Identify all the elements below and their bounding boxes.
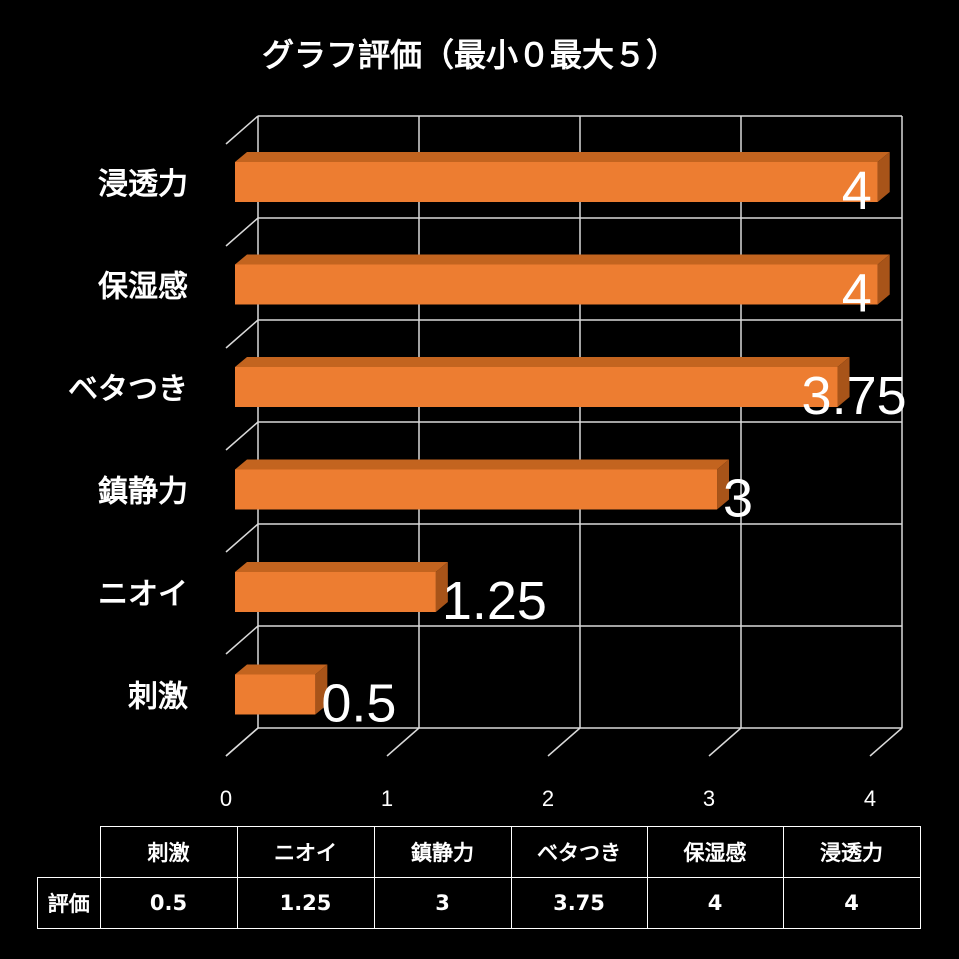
category-label: ニオイ xyxy=(98,577,188,612)
table-header: 保湿感 xyxy=(646,826,784,878)
gridline-depth xyxy=(225,115,259,145)
category-label: 浸透力 xyxy=(98,167,188,202)
bar-side xyxy=(435,562,448,612)
bar xyxy=(235,162,878,202)
bar-top xyxy=(235,357,850,367)
data-label: 4 xyxy=(842,264,872,324)
data-label: 4 xyxy=(842,161,872,221)
bar-side xyxy=(877,254,890,305)
category-label: 刺激 xyxy=(128,680,188,715)
data-label: 3 xyxy=(723,469,753,529)
bar-side xyxy=(717,459,730,510)
gridline-depth xyxy=(225,421,259,451)
bar xyxy=(235,367,838,407)
bar-side xyxy=(315,664,328,715)
table-cell: 4 xyxy=(646,877,784,929)
x-tick-label: 0 xyxy=(220,786,232,811)
table-cell: 0.5 xyxy=(99,877,238,929)
table-header: ニオイ xyxy=(236,826,375,878)
x-tick-label: 4 xyxy=(864,786,876,811)
table-header: ベタつき xyxy=(510,826,648,878)
table-cell: 1.25 xyxy=(236,877,375,929)
x-tick-label: 3 xyxy=(703,786,715,811)
bar-top xyxy=(235,254,890,265)
chart-title: グラフ評価（最小０最大５） xyxy=(261,36,678,74)
gridline-depth xyxy=(225,319,259,349)
table-header: 刺激 xyxy=(99,826,238,878)
bar xyxy=(235,264,878,305)
table-row-label: 評価 xyxy=(37,877,101,929)
gridline-depth xyxy=(225,217,259,247)
x-tick-label: 1 xyxy=(381,786,393,811)
bar-side xyxy=(877,152,890,202)
table-cell: 3 xyxy=(373,877,512,929)
table-header-row: 刺激 ニオイ 鎮静力 ベタつき 保湿感 浸透力 xyxy=(38,826,921,878)
data-label: 0.5 xyxy=(321,674,396,734)
table-cell: 3.75 xyxy=(510,877,648,929)
bar xyxy=(235,674,316,715)
bar xyxy=(235,469,718,510)
gridline-depth xyxy=(225,523,259,553)
x-tick-label: 2 xyxy=(542,786,554,811)
gridline-floor xyxy=(547,727,581,757)
category-label: ベタつき xyxy=(68,372,188,407)
category-label: 鎮静力 xyxy=(98,475,188,510)
table-cell: 4 xyxy=(782,877,921,929)
gridline-depth xyxy=(225,625,259,655)
data-label: 3.75 xyxy=(802,366,907,426)
bar-top xyxy=(235,562,448,572)
bar xyxy=(235,572,436,612)
table-header: 浸透力 xyxy=(782,826,921,878)
gridline-floor xyxy=(386,727,420,757)
table-row: 評価 0.5 1.25 3 3.75 4 4 xyxy=(37,877,921,929)
gridline-floor xyxy=(225,727,259,757)
gridline-floor xyxy=(869,727,903,757)
data-table: 刺激 ニオイ 鎮静力 ベタつき 保湿感 浸透力 評価 0.5 1.25 3 3.… xyxy=(37,826,921,929)
category-label: 保湿感 xyxy=(98,270,188,305)
table-header: 鎮静力 xyxy=(373,826,512,878)
bar-chart: 0 1 2 3 4 浸透力 4 保湿感 4 ベタつき 3.75 鎮静力 3 ニオイ 1.25 刺激 0.5 xyxy=(68,115,907,811)
bar-side xyxy=(837,357,850,407)
table-corner xyxy=(38,827,101,878)
gridline-floor xyxy=(708,727,742,757)
bar-top xyxy=(235,459,730,470)
bar-top xyxy=(235,152,890,162)
bar-top xyxy=(235,664,328,675)
data-label: 1.25 xyxy=(442,571,547,631)
